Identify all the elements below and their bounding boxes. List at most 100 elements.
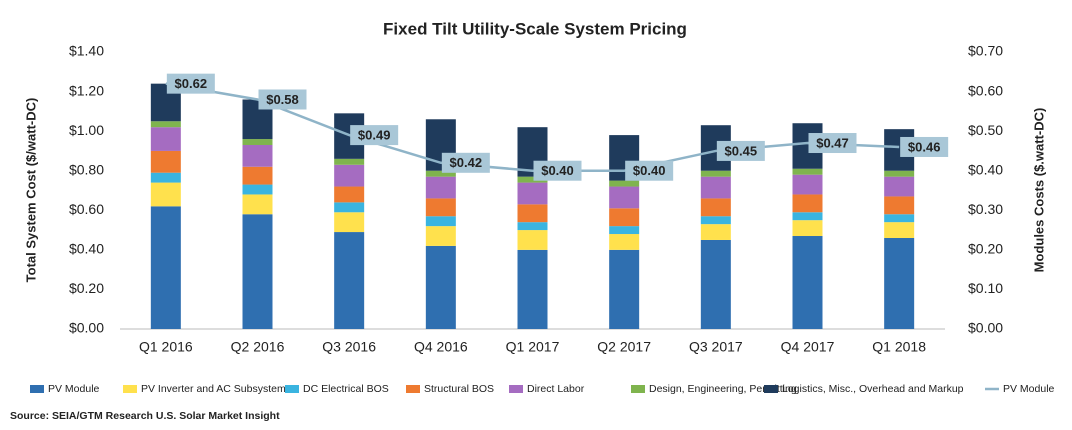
y2-tick-label: $0.30 [968, 201, 1003, 217]
bar-segment [150, 121, 181, 128]
bar-segment [334, 212, 365, 233]
bar-segment [884, 196, 915, 215]
data-label: $0.45 [725, 143, 758, 158]
bar-segment [700, 216, 731, 225]
y2-axis-label: Modules Costs ($.watt-DC) [1031, 108, 1046, 273]
bar-segment [609, 249, 640, 329]
y-tick-label: $1.20 [69, 82, 104, 98]
x-tick-label: Q4 2016 [414, 339, 468, 355]
y-tick-label: $0.80 [69, 161, 104, 177]
label-box [166, 73, 215, 94]
bar-segment [334, 158, 365, 165]
legend-swatch [285, 385, 299, 393]
chart-title: Fixed Tilt Utility-Scale System Pricing [383, 19, 687, 38]
legend-label: Direct Labor [527, 383, 585, 395]
bar-segment [150, 172, 181, 183]
x-tick-label: Q2 2017 [597, 339, 651, 355]
bar-segment [700, 176, 731, 199]
legend-swatch [30, 385, 44, 393]
bar-segment [792, 174, 823, 195]
bar-segment [700, 198, 731, 217]
bar-segment [242, 139, 273, 145]
bar-segment [609, 234, 640, 250]
bar-segment [884, 170, 915, 177]
label-box [625, 160, 674, 181]
label-box [533, 160, 582, 181]
legend-label: PV Inverter and AC Subsystem [141, 383, 286, 395]
source-note: Source: SEIA/GTM Research U.S. Solar Mar… [10, 410, 280, 422]
label-box [716, 140, 765, 161]
bar-segment [242, 166, 273, 185]
bar-segment [609, 186, 640, 209]
label-box [258, 89, 307, 110]
legend-label: DC Electrical BOS [303, 383, 389, 395]
y2-tick-label: $0.50 [968, 122, 1003, 138]
data-label: $0.58 [266, 92, 299, 107]
x-tick-label: Q1 2016 [139, 339, 193, 355]
bar-segment [884, 176, 915, 197]
bar-segment [884, 222, 915, 238]
x-tick-label: Q1 2018 [872, 339, 926, 355]
y2-tick-label: $0.20 [968, 241, 1003, 257]
bar-segment [242, 214, 273, 329]
bar-segment [334, 232, 365, 329]
bar-segment [150, 206, 181, 329]
data-label: $0.40 [633, 163, 666, 178]
bar-segment [425, 245, 456, 329]
bar-segment [884, 214, 915, 223]
bar-segment [150, 150, 181, 173]
legend-swatch [509, 385, 523, 393]
legend-label: PV Module [48, 383, 100, 395]
bar-segment [242, 144, 273, 167]
data-label: $0.49 [358, 128, 391, 143]
bar-segment [609, 208, 640, 227]
y-axis-label: Total System Cost ($/watt-DC) [23, 98, 38, 283]
bar-segment [334, 186, 365, 203]
bar-segment [425, 226, 456, 246]
bar-segment [425, 176, 456, 199]
label-box [441, 152, 490, 173]
y-tick-label: $1.00 [69, 122, 104, 138]
bar-segment [425, 216, 456, 227]
bar-segment [517, 176, 548, 183]
bar-segment [517, 222, 548, 231]
bar-segment [792, 236, 823, 329]
bar-segment [700, 224, 731, 240]
y-tick-label: $1.40 [69, 43, 104, 59]
legend-label: Structural BOS [424, 383, 494, 395]
data-label: $0.42 [450, 155, 483, 170]
bar-segment [150, 127, 181, 151]
bar-segment [792, 220, 823, 237]
label-box [808, 133, 857, 154]
bar-segment [517, 182, 548, 205]
bar-segment [425, 170, 456, 177]
bar-segment [334, 202, 365, 213]
label-box [350, 125, 399, 146]
legend-swatch [406, 385, 420, 393]
bar-segment [150, 182, 181, 207]
legend-label: Logistics, Misc., Overhead and Markup [782, 383, 964, 395]
data-label: $0.46 [908, 139, 941, 154]
y-tick-label: $0.40 [69, 241, 104, 257]
legend-swatch [631, 385, 645, 393]
legend-label: Design, Engineering, Permitting [649, 383, 797, 395]
y2-tick-label: $0.40 [968, 161, 1003, 177]
legend-swatch [764, 385, 778, 393]
bar-segment [792, 212, 823, 221]
bar-segment [700, 239, 731, 329]
bar-segment [884, 237, 915, 329]
bar-segment [425, 198, 456, 217]
data-label: $0.62 [175, 76, 208, 91]
bar-segment [609, 180, 640, 187]
x-tick-label: Q2 2016 [231, 339, 285, 355]
bar-segment [517, 249, 548, 329]
bar-segment [242, 184, 273, 195]
y2-tick-label: $0.00 [968, 320, 1003, 336]
y2-tick-label: $0.10 [968, 280, 1003, 296]
legend-label: PV Module [1003, 383, 1055, 395]
legend-swatch [123, 385, 137, 393]
x-tick-label: Q4 2017 [781, 339, 835, 355]
data-label: $0.47 [816, 135, 849, 150]
y-tick-label: $0.60 [69, 201, 104, 217]
